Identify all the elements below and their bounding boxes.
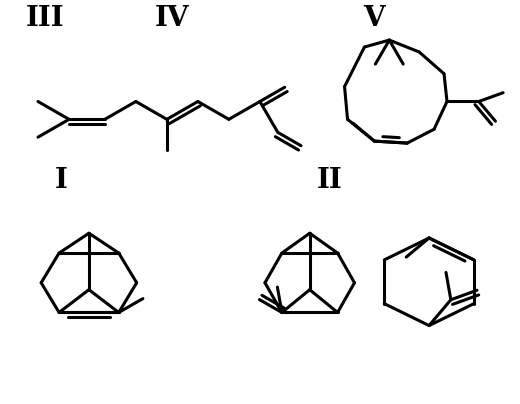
Text: III: III [26, 5, 64, 32]
Text: V: V [363, 5, 385, 32]
Text: I: I [55, 167, 67, 194]
Text: IV: IV [155, 5, 189, 32]
Text: II: II [317, 167, 343, 194]
